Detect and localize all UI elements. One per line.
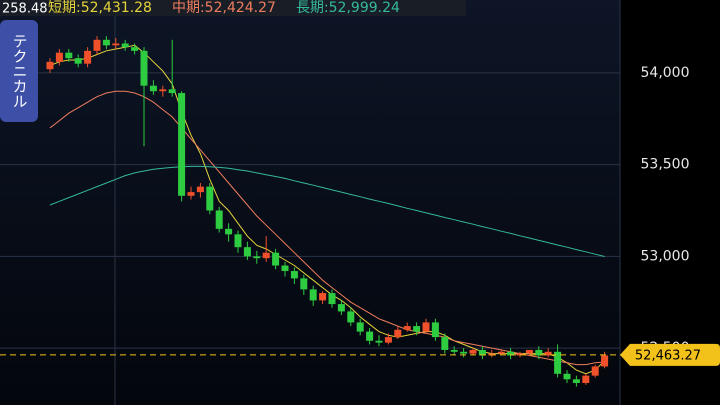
candle-body <box>102 39 110 46</box>
candle-body <box>196 186 204 193</box>
candle-body <box>525 349 533 354</box>
candle-body <box>478 349 486 356</box>
candle-body <box>253 256 261 259</box>
candle-body <box>187 192 195 196</box>
technical-button-label[interactable]: テクニカル <box>11 34 29 109</box>
candle-body <box>262 252 270 259</box>
candle-body <box>46 61 54 70</box>
top-left-value: 258.48 <box>2 2 48 17</box>
legend-entry: 長期:52,999.24 <box>296 0 400 16</box>
candle-body <box>206 186 214 211</box>
legend-background <box>0 0 466 16</box>
candle-body <box>601 355 609 367</box>
candle-body <box>178 93 186 196</box>
candle-body <box>497 351 505 354</box>
candle-body <box>441 337 449 350</box>
candle-body <box>121 43 129 48</box>
candle-body <box>431 322 439 338</box>
candle-body <box>403 326 411 330</box>
candle-body <box>168 89 176 94</box>
y-tick-label: 53,000 <box>641 248 690 264</box>
candle-body <box>290 271 298 279</box>
candle-body <box>450 349 458 352</box>
candle-body <box>554 351 562 374</box>
legend-entry: 短期:52,431.28 <box>48 0 152 16</box>
plot-background <box>0 0 620 405</box>
candle-body <box>74 58 82 64</box>
last-price-label: 52,463.27 <box>635 348 701 363</box>
y-tick-label: 53,500 <box>641 157 690 173</box>
candle-body <box>300 278 308 290</box>
technical-button[interactable] <box>0 20 38 122</box>
y-tick-label: 54,000 <box>641 65 690 81</box>
moving-average <box>49 165 605 257</box>
last-price-tag <box>620 343 720 366</box>
candle-body <box>225 228 233 235</box>
candle-body <box>328 293 336 305</box>
candle-body <box>460 351 468 354</box>
candle-body <box>281 265 289 272</box>
candle-body <box>563 373 571 380</box>
candle-body <box>507 351 515 356</box>
candle-body <box>243 247 251 257</box>
candle-body <box>55 52 63 62</box>
candle-body <box>535 349 543 356</box>
candle-body <box>131 47 139 51</box>
candle-body <box>215 210 223 229</box>
candle-body <box>65 52 73 59</box>
candle-body <box>347 311 355 323</box>
candle-body <box>149 85 157 92</box>
candle-body <box>319 293 327 301</box>
candle-body <box>356 322 364 332</box>
candle-body <box>84 50 92 64</box>
candle-body <box>93 39 101 51</box>
candle-body <box>422 322 430 332</box>
candle-body <box>309 289 317 301</box>
legend-entry: 中期:52,424.27 <box>172 0 276 16</box>
candle-body <box>582 375 590 383</box>
candle-body <box>591 366 599 376</box>
candle-body <box>366 331 374 341</box>
candle-body <box>413 326 421 332</box>
candle-body <box>394 329 402 338</box>
candle-body <box>544 351 552 356</box>
candle-body <box>159 89 167 92</box>
candle-body <box>337 304 345 312</box>
candle-body <box>140 50 148 86</box>
candle-body <box>572 379 580 383</box>
candle-body <box>272 252 280 266</box>
candle-body <box>234 234 242 248</box>
axis-background <box>620 0 720 405</box>
candle-body <box>469 349 477 354</box>
candle-body <box>375 340 383 343</box>
candle-body <box>112 43 120 46</box>
candle-body <box>384 337 392 343</box>
